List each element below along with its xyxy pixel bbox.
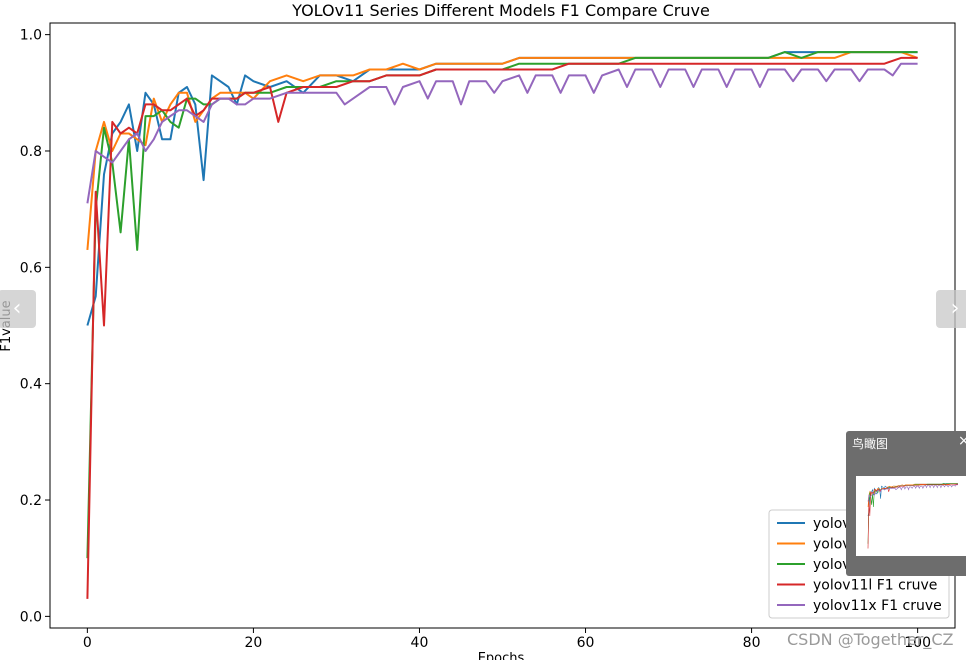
x-tick-label: 100: [904, 635, 931, 651]
birdseye-title: 鸟瞰图: [852, 437, 889, 451]
axes: 0 20 40 60 80 100 0.0 0.2 0.4 0.6 0.8 1.0: [20, 22, 956, 651]
series-line: [86, 62, 918, 204]
y-tick-label: 0.6: [20, 260, 42, 276]
y-tick-label: 1.0: [20, 28, 42, 44]
close-icon[interactable]: ×: [958, 433, 966, 449]
x-tick-label: 0: [83, 635, 92, 651]
birdseye-thumbnail[interactable]: [856, 476, 966, 556]
thumbnail-line: [867, 483, 958, 517]
x-tick-label: 80: [743, 635, 761, 651]
y-tick-label: 0.8: [20, 144, 42, 160]
birdseye-panel[interactable]: 鸟瞰图 ×: [846, 431, 966, 576]
plot-area: [86, 51, 918, 599]
y-tick-label: 0.4: [20, 377, 42, 393]
series-line: [86, 56, 918, 599]
x-tick-label: 40: [411, 635, 429, 651]
y-tick-label: 0.0: [20, 609, 42, 625]
chart-title: YOLOv11 Series Different Models F1 Compa…: [291, 1, 710, 20]
next-arrow-button[interactable]: ›: [936, 290, 966, 328]
x-tick-label: 20: [245, 635, 263, 651]
thumbnail-line: [867, 483, 958, 544]
series-line: [86, 51, 918, 559]
thumbnail-line: [867, 484, 958, 502]
legend-entry: yolov11l F1 cruve: [813, 578, 937, 594]
chevron-left-icon: ‹: [12, 296, 22, 321]
thumbnail-chart: [867, 483, 959, 549]
series-line: [86, 51, 918, 326]
prev-arrow-button[interactable]: ‹: [0, 290, 36, 328]
watermark: CSDN @Together_CZ: [787, 630, 954, 649]
x-tick-label: 60: [577, 635, 595, 651]
y-tick-label: 0.2: [20, 493, 42, 509]
chevron-right-icon: ›: [950, 296, 960, 321]
legend-entry: yolov11x F1 cruve: [813, 598, 942, 614]
thumbnail-line: [867, 483, 958, 549]
x-axis-label: Epochs: [478, 651, 525, 660]
